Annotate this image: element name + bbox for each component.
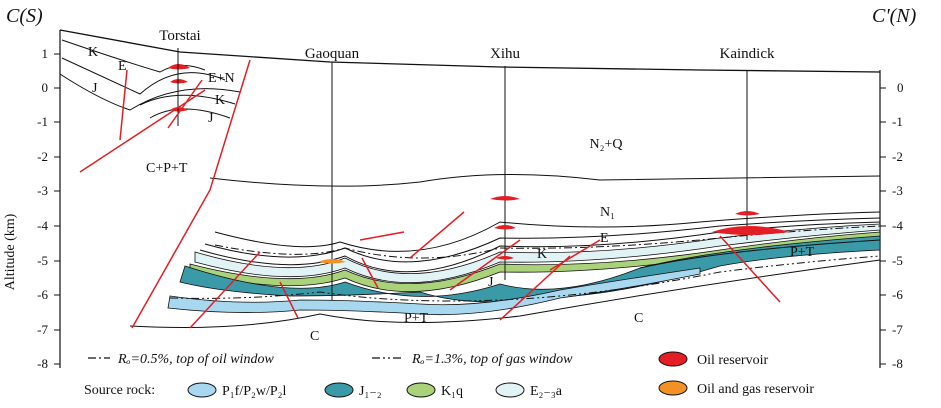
oil-reservoir [735,211,760,216]
tick-label: 0 [897,80,904,95]
tick-label: -7 [892,322,903,337]
legend-label: E₂₋₃a [530,384,563,399]
p-source-band [167,267,701,316]
unit-label: N₂+Q [590,137,623,152]
legend-label: J₁₋₂ [359,384,382,399]
legend-swatch [495,382,525,398]
well-label: Xihu [490,46,521,62]
legend-oil-gas-swatch [658,380,688,396]
tick-label: -6 [892,287,903,302]
oil-gas-reservoir [318,259,346,264]
tick-label: -7 [37,322,48,337]
unit-label: E [118,59,127,74]
legend-label: K₁q [441,384,463,399]
oil-reservoir [170,79,188,84]
legend-swatch [187,382,217,398]
unit-label: J [208,111,214,126]
unit-label: C+P+T [146,161,188,176]
deep-horizons [129,239,881,328]
y-axis-label: Altitude (km) [3,213,18,290]
tick-label: -5 [37,253,48,268]
unit-label: K [215,93,225,108]
oil-reservoir [490,196,520,201]
section-end-label: C'(N) [872,5,917,27]
tick-label: -2 [37,149,48,164]
tick-label: -1 [892,114,903,129]
well-labels: Torstai Gaoquan Xihu Kaindick [159,28,775,62]
tick-label: -6 [37,287,48,302]
faults [79,59,781,329]
tick-label: -3 [892,183,903,198]
e-source-band [194,223,881,284]
oil-reservoir [494,225,516,230]
well-label: Gaoquan [305,46,360,62]
unit-label: J [92,81,98,96]
oil-reservoir [496,256,514,260]
legend: Rₒ=0.5%, top of oil window Rₒ=1.3%, top … [84,351,814,399]
unit-label: P+T [404,311,429,326]
tick-label: -8 [892,356,903,371]
ground-surface [59,29,881,73]
unit-label: E+N [208,71,235,86]
tick-label: -2 [892,149,903,164]
unit-label: N₁ [600,205,615,220]
tick-label: -5 [892,253,903,268]
tick-label: -8 [37,356,48,371]
legend-swatch [324,382,354,398]
legend-label: P₁f/P₂w/P₂l [222,384,287,399]
tick-label: -3 [37,183,48,198]
tick-label: -4 [37,218,48,233]
unit-label: E [600,231,609,246]
tick-label: -1 [37,114,48,129]
oil-reservoir [168,64,190,70]
well-label: Torstai [159,28,200,44]
j-source-band [179,235,881,303]
unit-label: J [488,275,494,290]
legend-oil-swatch [658,351,688,367]
right-axis-ticks [880,87,886,365]
section-start-label: C(S) [6,5,43,27]
unit-label: K [537,247,547,262]
unit-label: P+T [790,245,815,260]
unit-label: C [310,329,319,344]
left-axis-ticks [54,53,60,365]
legend-label: Source rock: [84,383,155,398]
ro-1.3-line [169,255,881,302]
unit-label: K [88,45,98,60]
well-label: Kaindick [720,46,775,62]
tick-label: 0 [42,80,49,95]
legend-label: Oil and gas reservoir [697,382,814,397]
tick-label: 1 [42,46,49,61]
unit-label: C [634,311,643,326]
oil-reservoir [712,226,790,235]
legend-label: Rₒ=0.5%, top of oil window [117,352,274,367]
legend-swatch [406,382,436,398]
legend-label: Rₒ=1.3%, top of gas window [411,352,573,367]
right-tick-labels: 0 -1 -2 -3 -4 -5 -6 -7 -8 [892,80,904,371]
legend-label: Oil reservoir [697,353,768,368]
tick-label: -4 [892,218,903,233]
left-tick-labels: 1 0 -1 -2 -3 -4 -5 -6 -7 -8 [37,46,48,371]
unit-labels: K E J E+N K J C+P+T N₂+Q N₁ E K J P+T P+… [88,45,815,344]
